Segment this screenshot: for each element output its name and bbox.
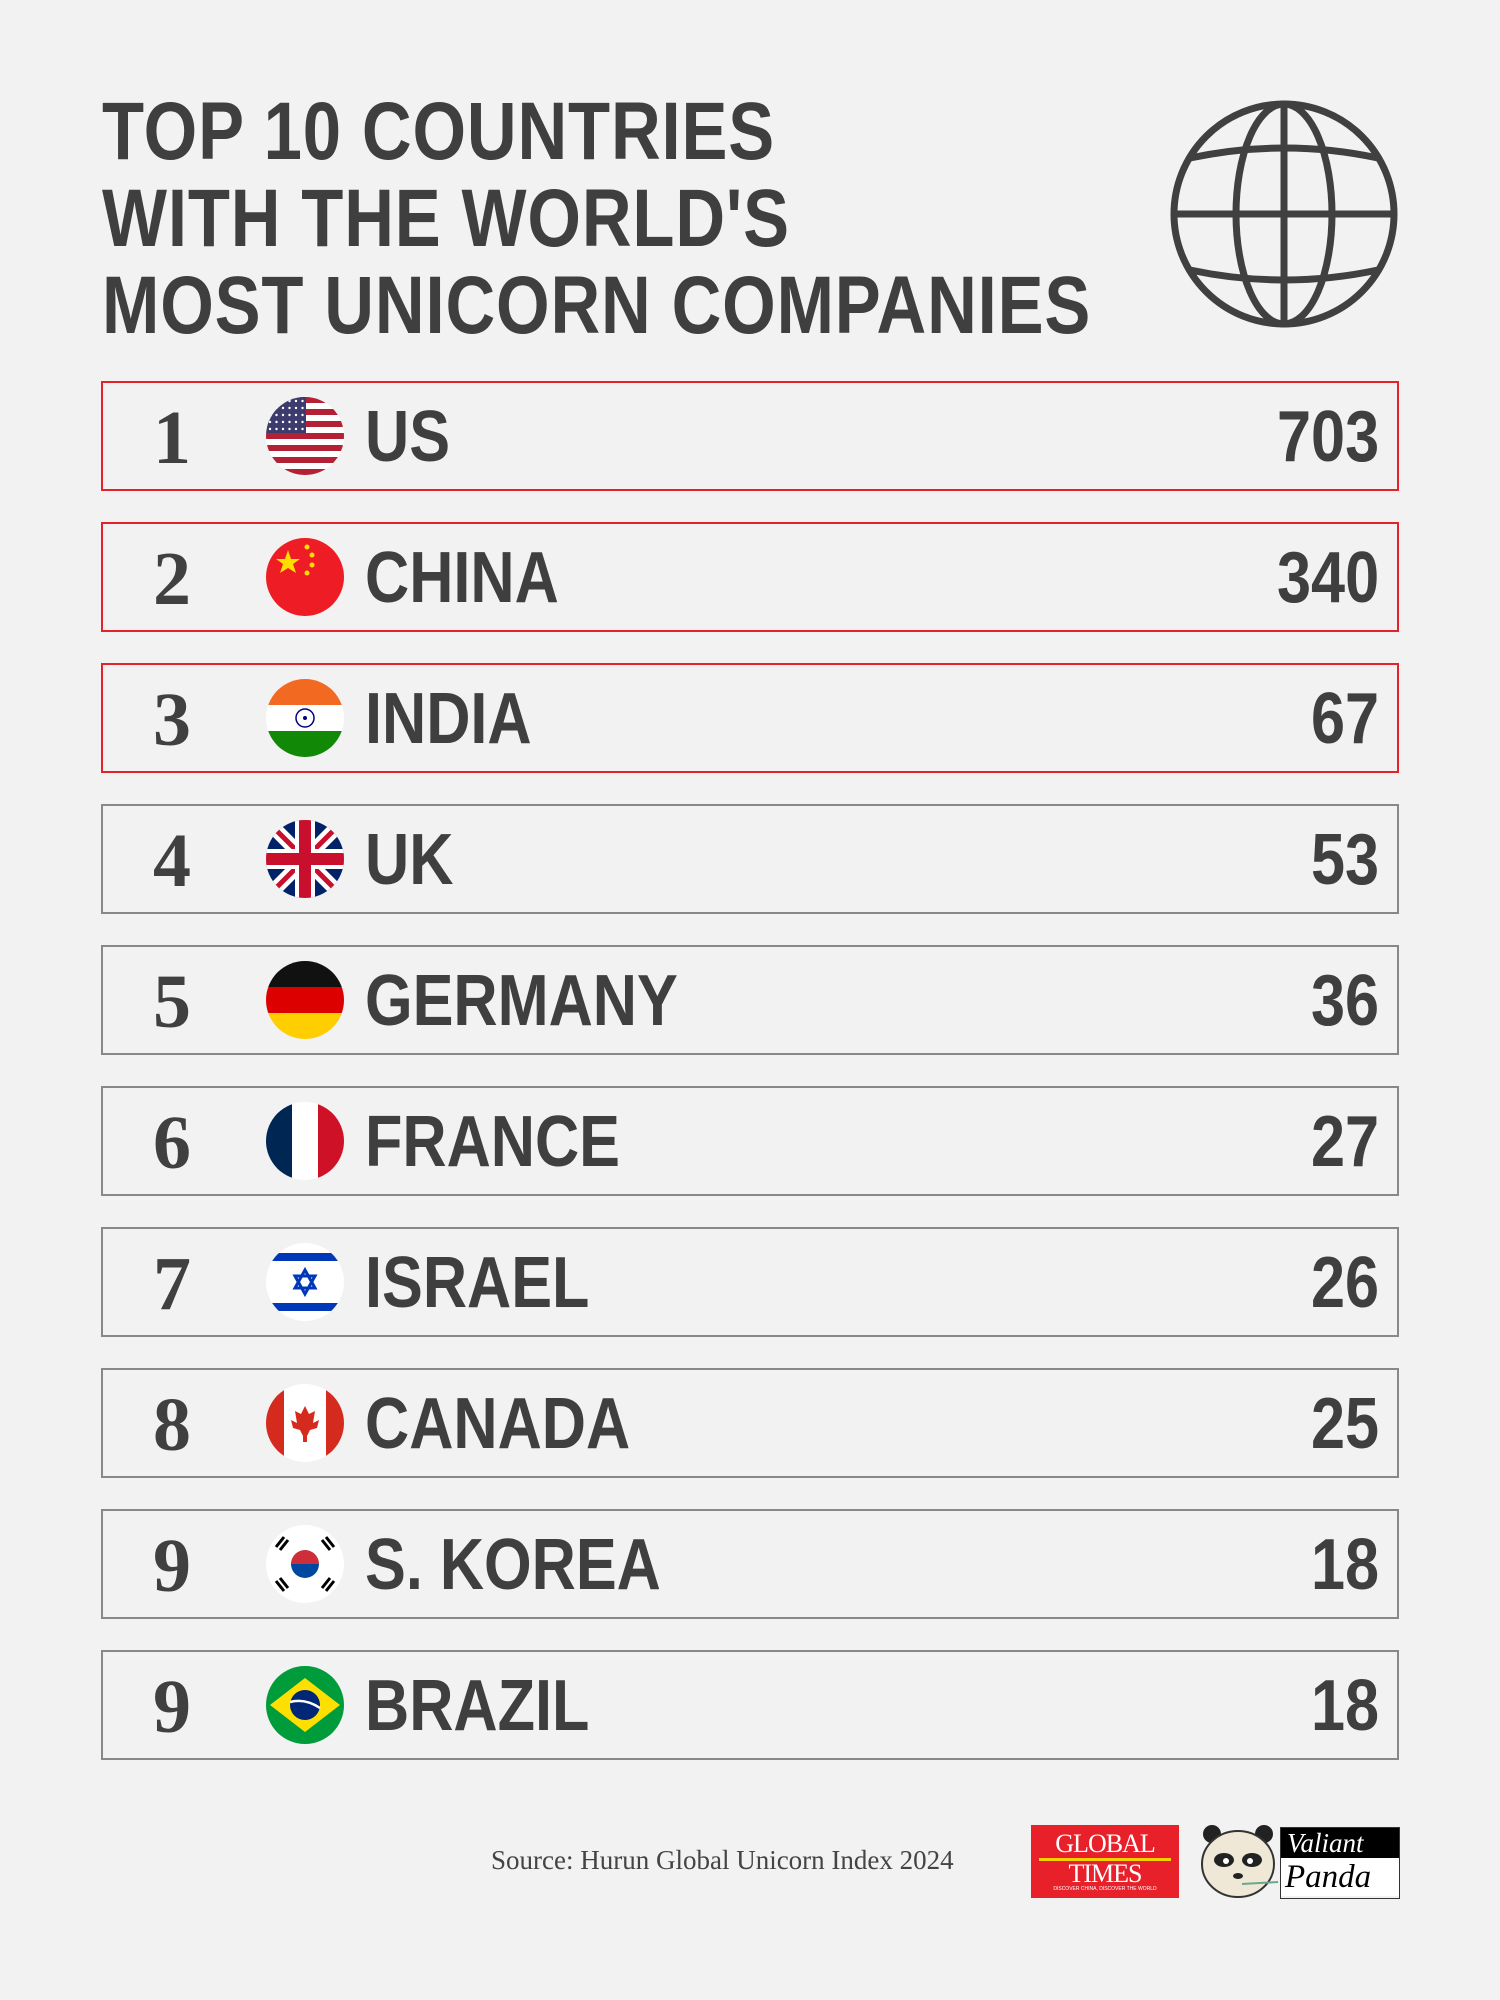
rank-number: 7 <box>153 1242 191 1326</box>
unicorn-count: 36 <box>1310 961 1379 1041</box>
global-times-logo: GLOBAL TIMES DISCOVER CHINA, DISCOVER TH… <box>1031 1825 1179 1898</box>
unicorn-count: 340 <box>1276 538 1379 618</box>
fr-flag-icon <box>266 1102 344 1180</box>
country-name: US <box>365 397 451 477</box>
title-line-1: TOP 10 COUNTRIES <box>102 86 776 177</box>
title-line-3: MOST UNICORN COMPANIES <box>102 260 1092 351</box>
rank-number: 6 <box>153 1101 191 1185</box>
vp-line2: Panda <box>1281 1858 1399 1896</box>
gt-tagline: DISCOVER CHINA, DISCOVER THE WORLD <box>1053 1886 1157 1892</box>
gt-bar <box>1039 1858 1171 1861</box>
country-name: CHINA <box>365 538 559 618</box>
panda-icon <box>1201 1825 1279 1898</box>
in-flag-icon <box>266 679 344 757</box>
ranking-row: 4 UK 53 <box>101 804 1399 914</box>
ca-flag-icon <box>266 1384 344 1462</box>
rank-number: 3 <box>153 678 191 762</box>
unicorn-count: 53 <box>1310 820 1379 900</box>
il-flag-icon <box>266 1243 344 1321</box>
ranking-row: 2 CHINA 340 <box>101 522 1399 632</box>
country-name: FRANCE <box>365 1102 620 1182</box>
country-name: INDIA <box>365 679 532 759</box>
country-name: BRAZIL <box>365 1666 590 1746</box>
country-name: ISRAEL <box>365 1243 590 1323</box>
source-note: Source: Hurun Global Unicorn Index 2024 <box>491 1845 954 1875</box>
gt-line1: GLOBAL <box>1055 1829 1155 1858</box>
title-line-2: WITH THE WORLD'S <box>102 173 790 264</box>
rank-number: 1 <box>153 396 191 480</box>
unicorn-count: 703 <box>1276 397 1379 477</box>
ranking-row: 1 US 703 <box>101 381 1399 491</box>
vp-line1: Valiant <box>1281 1828 1399 1858</box>
unicorn-count: 27 <box>1310 1102 1379 1182</box>
ranking-row: 9 BRAZIL 18 <box>101 1650 1399 1760</box>
ranking-row: 5 GERMANY 36 <box>101 945 1399 1055</box>
ranking-row: 8 CANADA 25 <box>101 1368 1399 1478</box>
rank-number: 9 <box>153 1665 191 1749</box>
rank-number: 2 <box>153 537 191 621</box>
rank-number: 9 <box>153 1524 191 1608</box>
ranking-row: 6 FRANCE 27 <box>101 1086 1399 1196</box>
ranking-row: 3 INDIA 67 <box>101 663 1399 773</box>
page-title: TOP 10 COUNTRIES WITH THE WORLD'S MOST U… <box>102 88 1091 349</box>
unicorn-count: 18 <box>1310 1525 1379 1605</box>
uk-flag-icon <box>266 820 344 898</box>
ranking-row: 7 ISRAEL 26 <box>101 1227 1399 1337</box>
rank-number: 8 <box>153 1383 191 1467</box>
rank-number: 5 <box>153 960 191 1044</box>
gt-line2: TIMES <box>1068 1859 1143 1888</box>
valiant-panda-logo: Valiant Panda <box>1280 1827 1400 1899</box>
unicorn-count: 18 <box>1310 1666 1379 1746</box>
br-flag-icon <box>266 1666 344 1744</box>
de-flag-icon <box>266 961 344 1039</box>
unicorn-count: 67 <box>1310 679 1379 759</box>
rank-number: 4 <box>153 819 191 903</box>
globe-icon <box>1170 100 1398 328</box>
ranking-row: 9 S. KOREA 18 <box>101 1509 1399 1619</box>
country-name: GERMANY <box>365 961 678 1041</box>
country-name: CANADA <box>365 1384 631 1464</box>
kr-flag-icon <box>266 1525 344 1603</box>
unicorn-count: 26 <box>1310 1243 1379 1323</box>
country-name: UK <box>365 820 454 900</box>
unicorn-count: 25 <box>1310 1384 1379 1464</box>
cn-flag-icon <box>266 538 344 616</box>
country-name: S. KOREA <box>365 1525 661 1605</box>
us-flag-icon <box>266 397 344 475</box>
